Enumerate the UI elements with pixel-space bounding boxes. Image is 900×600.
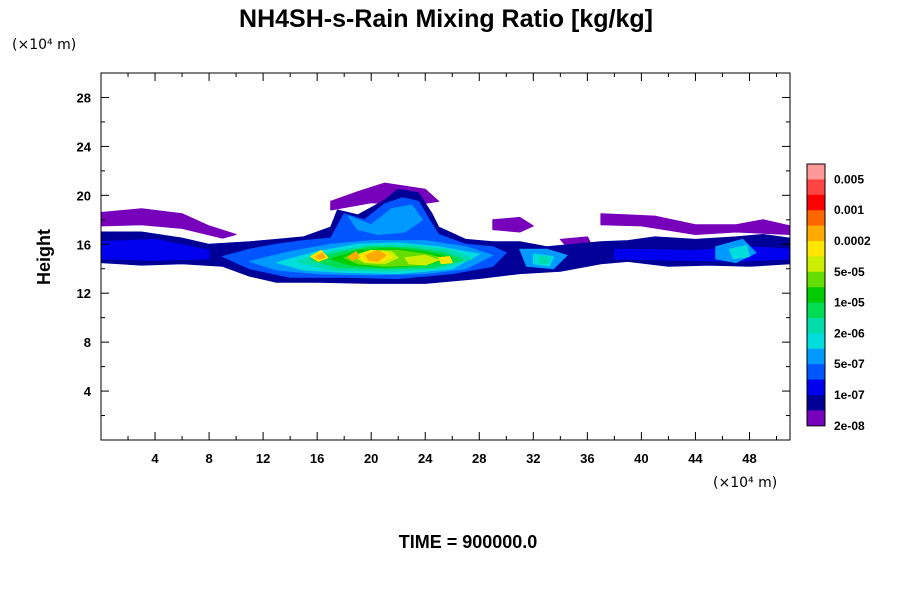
x-tick-label: 28 (472, 451, 486, 466)
colorbar-swatch (807, 364, 825, 380)
x-tick-label: 32 (526, 451, 540, 466)
colorbar-swatch (807, 395, 825, 411)
x-tick-label: 20 (364, 451, 378, 466)
colorbar-label: 1e-05 (834, 296, 865, 310)
contour-level-11-region-2 (438, 256, 453, 265)
y-tick-label: 4 (84, 384, 92, 399)
y-axis-unit: (×10⁴ m) (12, 37, 76, 53)
x-tick-label: 48 (742, 451, 756, 466)
colorbar-swatch (807, 318, 825, 334)
colorbar-swatch (807, 241, 825, 257)
colorbar-swatch (807, 333, 825, 350)
x-tick-label: 40 (634, 451, 648, 466)
y-tick-label: 16 (77, 237, 91, 252)
contour-level-0-region-2 (492, 216, 534, 233)
colorbar-label: 1e-07 (834, 388, 865, 402)
colorbar-label: 5e-05 (834, 265, 865, 279)
colorbar-swatch (807, 179, 825, 196)
colorbar-frame (806, 163, 826, 427)
y-tick-label: 20 (77, 188, 91, 203)
colorbar-swatch (807, 256, 825, 273)
contour-level-6-region-1 (538, 256, 550, 265)
colorbar-swatch (807, 379, 825, 396)
colorbar-swatch (807, 210, 825, 226)
y-tick-label: 24 (77, 139, 92, 154)
y-axis-label: Height (34, 229, 54, 285)
x-tick-label: 16 (310, 451, 324, 466)
x-tick-label: 12 (256, 451, 270, 466)
contour-level-12-region-2 (347, 251, 360, 261)
x-axis-unit: (×10⁴ m) (713, 475, 777, 491)
y-axis: 4 8 12 16 20 24 28 (77, 72, 790, 417)
y-tick-label: 28 (77, 90, 91, 105)
colorbar: 0.005 0.001 0.0002 5e-05 1e-05 2e-06 5e-07 1e-0… (806, 163, 871, 433)
colorbar-label: 5e-07 (834, 357, 865, 371)
plot-frame (100, 72, 791, 441)
contour-level-12-region-0 (365, 249, 387, 262)
x-tick-label: 24 (418, 451, 433, 466)
y-tick-label: 12 (77, 286, 91, 301)
colorbar-swatch (807, 410, 825, 427)
colorbar-swatch (807, 164, 825, 180)
colorbar-swatch (807, 287, 825, 303)
x-tick-label: 36 (580, 451, 594, 466)
contour-level-12-region-1 (315, 252, 326, 260)
colorbar-swatch (807, 348, 825, 365)
contour-field (101, 182, 790, 284)
colorbar-swatch (807, 302, 825, 319)
x-tick-label: 44 (688, 451, 703, 466)
y-tick-label: 8 (84, 335, 91, 350)
colorbar-label: 2e-06 (834, 326, 865, 340)
time-footer: TIME = 900000.0 (399, 532, 538, 552)
x-axis: 4 8 12 16 20 24 28 32 36 40 44 48 (127, 73, 777, 466)
x-tick-label: 4 (151, 451, 159, 466)
x-tick-label: 8 (205, 451, 212, 466)
contour-level-4-region-1 (347, 204, 423, 235)
colorbar-label: 0.001 (834, 203, 864, 217)
chart-title: NH4SH-s-Rain Mixing Ratio [kg/kg] (239, 5, 653, 33)
contour-level-0-region-1 (600, 213, 790, 235)
colorbar-label: 0.005 (834, 172, 864, 186)
contour-level-2-region-0 (101, 238, 210, 261)
colorbar-swatch (807, 271, 825, 288)
contour-level-10-region-1 (404, 254, 440, 266)
contour-level-0-region-0 (101, 208, 237, 239)
colorbar-label: 0.0002 (834, 234, 871, 248)
contour-level-5-region-2 (728, 245, 750, 260)
colorbar-swatch (807, 194, 825, 211)
colorbar-swatch (807, 225, 825, 242)
colorbar-label: 2e-08 (834, 419, 865, 433)
